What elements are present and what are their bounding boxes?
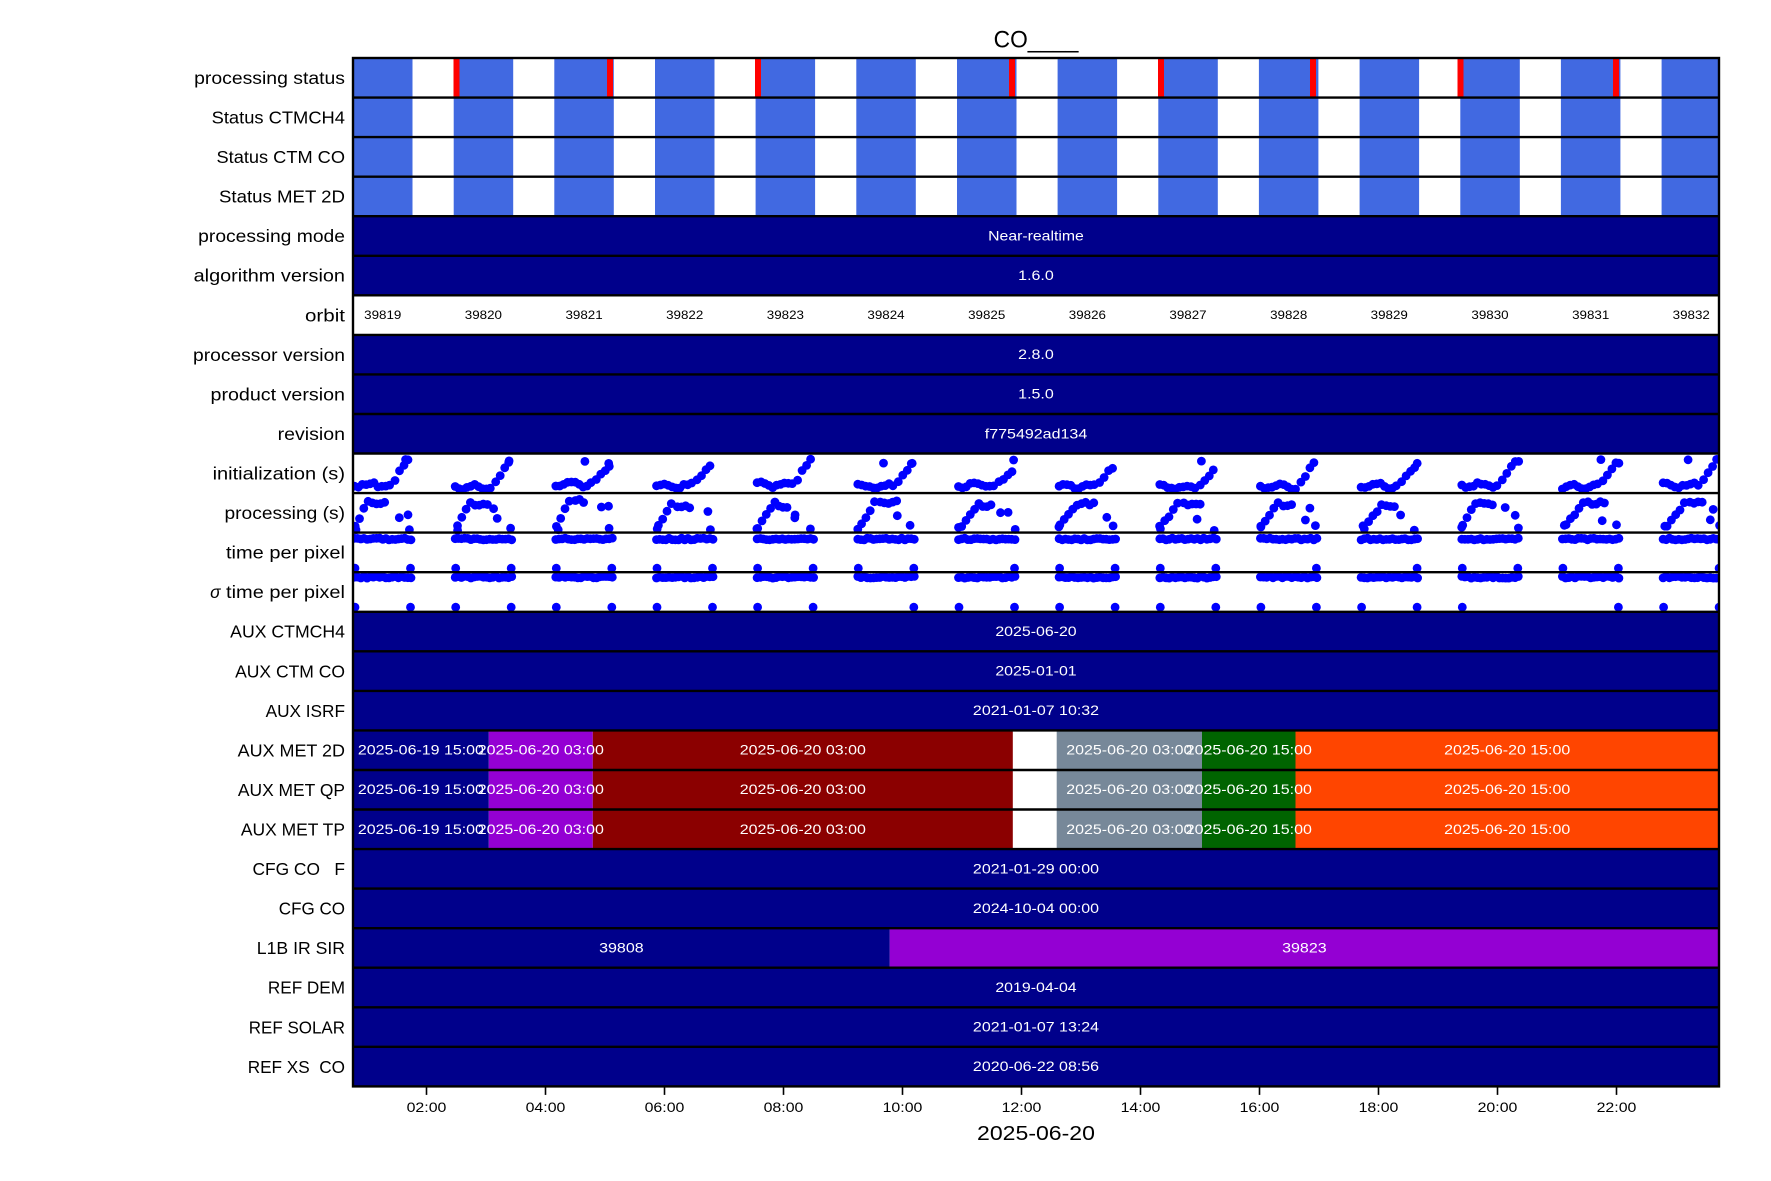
svg-text:18:00: 18:00 [1359,1100,1399,1115]
svg-text:2025-06-19 15:00: 2025-06-19 15:00 [358,821,484,837]
svg-text:2025-06-20 15:00: 2025-06-20 15:00 [1186,821,1312,837]
svg-text:10:00: 10:00 [883,1100,923,1115]
svg-text:REF SOLAR: REF SOLAR [249,1017,345,1037]
svg-text:39808: 39808 [599,940,644,956]
svg-text:processing status: processing status [194,68,345,88]
svg-text:2025-06-20 03:00: 2025-06-20 03:00 [1066,821,1192,837]
svg-text:39825: 39825 [968,309,1006,322]
svg-text:39832: 39832 [1673,309,1710,322]
svg-text:39823: 39823 [767,309,804,322]
svg-text:39829: 39829 [1371,309,1408,322]
svg-text:CFG CO: CFG CO [279,899,345,919]
svg-text:product version: product version [211,384,346,404]
svg-text:2025-06-20 15:00: 2025-06-20 15:00 [1186,781,1312,797]
svg-text:2025-06-20 03:00: 2025-06-20 03:00 [478,781,604,797]
svg-text:39820: 39820 [465,309,503,322]
svg-text:39831: 39831 [1572,309,1609,322]
svg-text:revision: revision [278,424,345,444]
svg-text:39830: 39830 [1471,309,1509,322]
svg-text:2025-06-20 15:00: 2025-06-20 15:00 [1444,781,1570,797]
svg-text:2025-06-20: 2025-06-20 [995,623,1077,639]
svg-text:processor version: processor version [193,345,345,365]
svg-text:processing (s): processing (s) [225,503,346,523]
svg-text:39826: 39826 [1069,309,1106,322]
svg-text:39819: 39819 [364,309,401,322]
svg-text:2025-06-19 15:00: 2025-06-19 15:00 [358,781,484,797]
svg-text:39827: 39827 [1169,309,1206,322]
svg-text:04:00: 04:00 [526,1100,566,1115]
svg-text:22:00: 22:00 [1597,1100,1637,1115]
svg-text:orbit: orbit [305,305,345,325]
svg-text:initialization (s): initialization (s) [213,464,345,484]
svg-text:REF DEM: REF DEM [268,978,345,998]
svg-text:AUX MET TP: AUX MET TP [241,820,345,840]
svg-text:2020-06-22 08:56: 2020-06-22 08:56 [973,1058,1099,1074]
svg-text:2025-06-20 03:00: 2025-06-20 03:00 [1066,742,1192,758]
svg-text:02:00: 02:00 [407,1100,447,1115]
svg-text:2025-06-20 03:00: 2025-06-20 03:00 [1066,781,1192,797]
svg-text:16:00: 16:00 [1240,1100,1280,1115]
svg-text:2021-01-07 10:32: 2021-01-07 10:32 [973,702,1099,718]
svg-text:14:00: 14:00 [1121,1100,1161,1115]
svg-text:2021-01-07 13:24: 2021-01-07 13:24 [973,1019,1099,1035]
svg-text:39828: 39828 [1270,309,1307,322]
svg-text:2025-06-20 15:00: 2025-06-20 15:00 [1444,742,1570,758]
svg-text:2021-01-29 00:00: 2021-01-29 00:00 [973,860,1099,876]
svg-text:2025-06-20 03:00: 2025-06-20 03:00 [478,821,604,837]
svg-text:2025-01-01: 2025-01-01 [995,663,1077,679]
svg-text:08:00: 08:00 [764,1100,804,1115]
svg-text:12:00: 12:00 [1002,1100,1042,1115]
svg-text:CFG CO F: CFG CO F [253,859,346,879]
svg-text:1.6.0: 1.6.0 [1018,267,1054,283]
svg-text:2019-04-04: 2019-04-04 [995,979,1077,995]
svg-text:AUX CTM CO: AUX CTM CO [235,661,345,681]
svg-text:2025-06-19 15:00: 2025-06-19 15:00 [358,742,484,758]
svg-text:f775492ad134: f775492ad134 [985,425,1088,441]
svg-text:AUX ISRF: AUX ISRF [266,701,345,721]
svg-text:processing mode: processing mode [198,226,345,246]
svg-text:REF XS CO: REF XS CO [248,1057,345,1077]
svg-text:CO____: CO____ [994,26,1079,53]
svg-text:Status MET 2D: Status MET 2D [219,187,345,207]
svg-text:AUX MET 2D: AUX MET 2D [238,740,345,760]
svg-text:algorithm version: algorithm version [194,266,345,286]
svg-text:Near-realtime: Near-realtime [988,228,1084,244]
svg-text:06:00: 06:00 [645,1100,685,1115]
svg-text:2025-06-20 03:00: 2025-06-20 03:00 [740,821,866,837]
svg-text:Status CTMCH4: Status CTMCH4 [212,108,346,128]
svg-text:2025-06-20: 2025-06-20 [977,1123,1095,1145]
svg-text:39823: 39823 [1282,940,1327,956]
svg-text:39824: 39824 [867,309,905,322]
svg-text:time per pixel: time per pixel [226,543,345,563]
svg-text:Status CTM CO: Status CTM CO [217,147,346,167]
svg-text:2025-06-20 03:00: 2025-06-20 03:00 [740,742,866,758]
svg-text:2.8.0: 2.8.0 [1018,346,1054,362]
svg-text:2025-06-20 15:00: 2025-06-20 15:00 [1444,821,1570,837]
svg-text:2025-06-20 03:00: 2025-06-20 03:00 [478,742,604,758]
svg-text:AUX CTMCH4: AUX CTMCH4 [230,622,345,642]
svg-text:AUX MET QP: AUX MET QP [238,780,345,800]
svg-text:2024-10-04 00:00: 2024-10-04 00:00 [973,900,1099,916]
svg-text:39822: 39822 [666,309,703,322]
svg-text:2025-06-20 03:00: 2025-06-20 03:00 [740,781,866,797]
svg-text:L1B IR SIR: L1B IR SIR [257,938,345,958]
svg-text:1.5.0: 1.5.0 [1018,386,1054,402]
svg-text:σ time per pixel: σ time per pixel [210,582,345,602]
svg-text:20:00: 20:00 [1478,1100,1518,1115]
svg-text:39821: 39821 [566,309,603,322]
svg-text:2025-06-20 15:00: 2025-06-20 15:00 [1186,742,1312,758]
